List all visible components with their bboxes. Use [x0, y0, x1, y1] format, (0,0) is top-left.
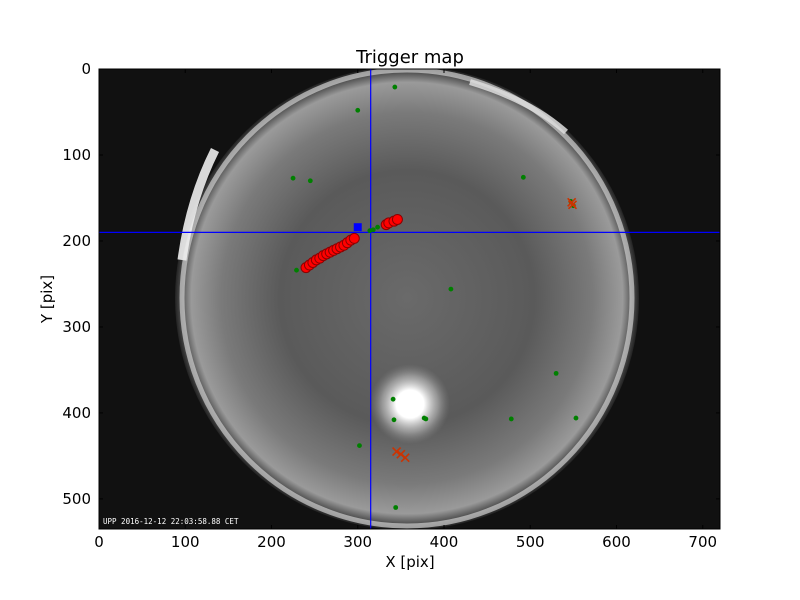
detection-point	[307, 178, 313, 184]
y-tick-label: 400	[62, 404, 91, 422]
data-marks	[290, 84, 579, 510]
y-axis-ticks: 0 100 200 300 400 500	[62, 60, 720, 508]
x-tick-label: 700	[688, 533, 717, 551]
detection-point	[357, 443, 362, 448]
detection-point	[290, 175, 296, 181]
detection-point	[367, 228, 373, 234]
cross-marker	[391, 447, 402, 457]
detection-point	[423, 416, 429, 422]
y-tick-label: 500	[62, 490, 91, 508]
fisheye-rim	[179, 69, 635, 529]
detection-point	[508, 416, 514, 422]
plot-frame	[98, 68, 721, 530]
image-caption: UPP 2016-12-12 22:03:58.88 CET	[103, 517, 239, 526]
x-tick-label: 400	[430, 533, 459, 551]
detection-point	[520, 174, 526, 180]
cross-marker	[567, 197, 577, 207]
y-tick-label: 0	[81, 60, 91, 78]
detection-point	[573, 415, 579, 421]
y-tick-label: 300	[62, 318, 91, 336]
event-track-point	[391, 213, 403, 225]
y-tick-label: 200	[62, 232, 91, 250]
cross-marker	[567, 200, 578, 210]
reference-marker	[353, 223, 362, 232]
detection-point	[392, 84, 398, 90]
detection-point	[294, 267, 299, 273]
detection-point	[391, 417, 397, 423]
detection-point	[448, 286, 454, 292]
x-tick-label: 0	[94, 533, 104, 551]
detection-point	[390, 396, 396, 402]
x-axis-ticks: 0 100 200 300 400 500 600 700	[94, 69, 717, 551]
x-tick-label: 100	[171, 533, 200, 551]
fisheye-sky-dome	[175, 69, 639, 529]
moon-glare	[370, 364, 450, 444]
detection-point	[375, 224, 380, 230]
plot-area: UPP 2016-12-12 22:03:58.88 CET	[99, 69, 720, 529]
chart-title: Trigger map	[355, 47, 464, 68]
event-track-point	[348, 232, 360, 244]
x-tick-label: 600	[602, 533, 631, 551]
detection-point	[355, 107, 361, 113]
x-tick-label: 200	[257, 533, 286, 551]
y-axis-label: Y [pix]	[38, 275, 56, 324]
bright-rim-top	[469, 79, 568, 135]
y-tick-label: 100	[62, 146, 91, 164]
x-tick-label: 500	[516, 533, 545, 551]
bright-rim-left	[177, 147, 220, 261]
cross-marker	[400, 453, 410, 463]
x-axis-label: X [pix]	[385, 553, 434, 571]
detection-point	[553, 370, 559, 376]
detection-point	[393, 505, 399, 510]
x-tick-label: 300	[343, 533, 372, 551]
